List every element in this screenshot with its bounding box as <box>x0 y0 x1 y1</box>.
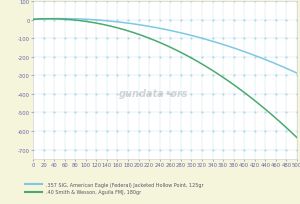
Legend: .357 SIG, American Eagle (Federal) Jacketed Hollow Point, 125gr, .40 Smith & Wes: .357 SIG, American Eagle (Federal) Jacke… <box>25 182 203 194</box>
Text: gundata: gundata <box>119 88 165 98</box>
Text: •ørs: •ørs <box>165 88 188 98</box>
